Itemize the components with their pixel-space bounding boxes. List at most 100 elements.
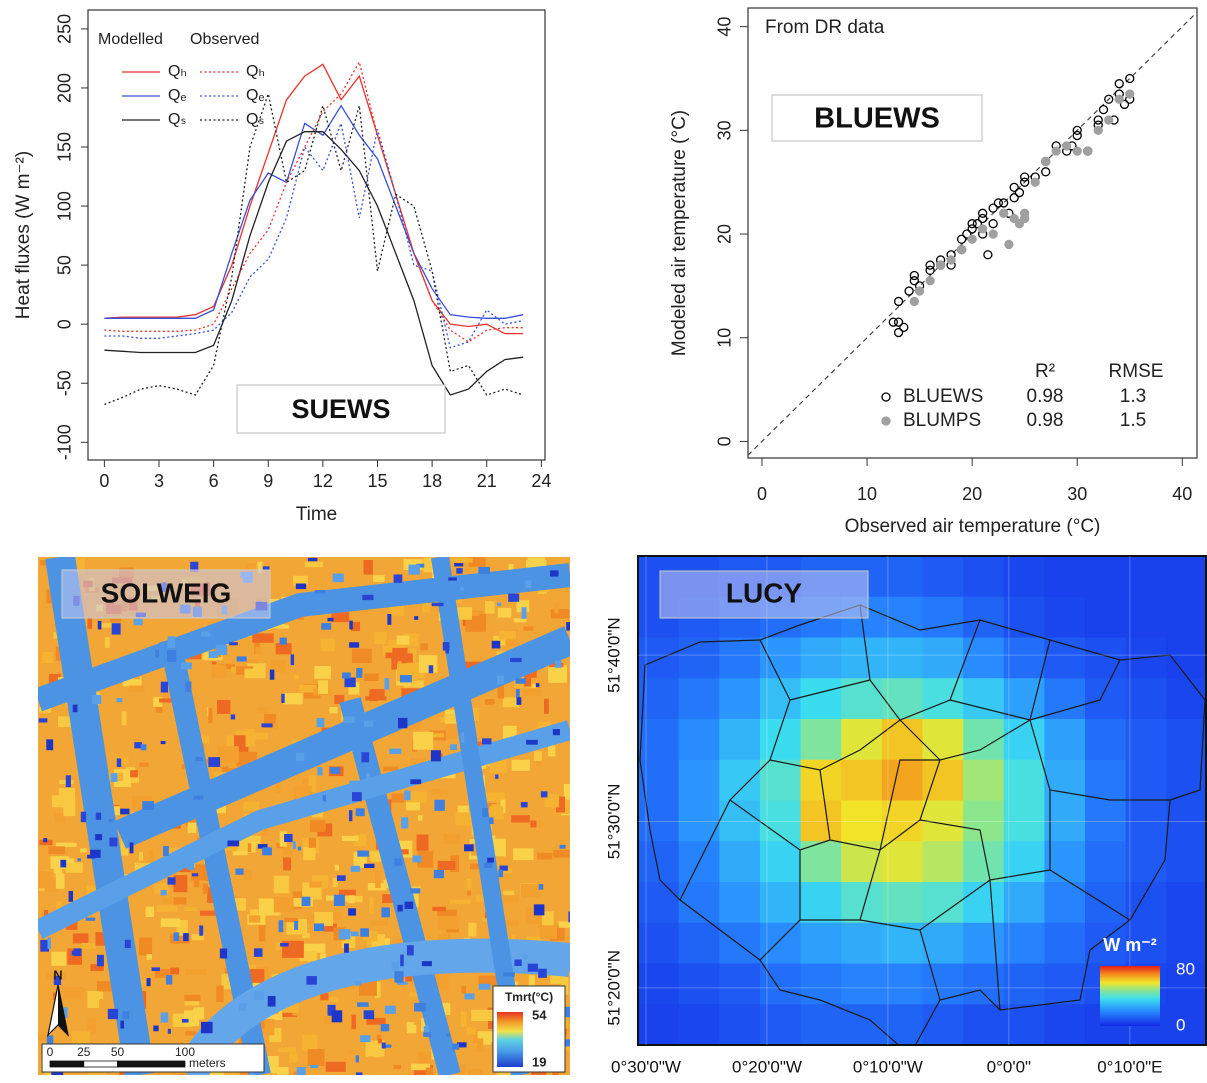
raster-cell: [98, 621, 102, 630]
raster-cell: [116, 698, 122, 702]
raster-cell: [310, 1065, 318, 1068]
grid-cell: [760, 760, 801, 801]
legend-header: RMSE: [1109, 361, 1164, 382]
legend-label: Qₛ: [246, 111, 264, 128]
grid-cell: [760, 841, 801, 882]
x-tick-label: 40: [1172, 484, 1192, 504]
grid-cell: [801, 719, 842, 760]
scatter-point: [1099, 106, 1107, 114]
raster-cell: [389, 749, 401, 754]
raster-cell: [262, 847, 272, 855]
raster-cell: [161, 890, 167, 895]
raster-cell: [291, 654, 294, 665]
raster-cell: [185, 682, 191, 692]
raster-cell: [146, 907, 154, 917]
figure: 03691215182124-100-50050100150200250Time…: [0, 0, 1207, 1083]
raster-cell: [569, 961, 576, 972]
grid-cell: [679, 1004, 720, 1045]
raster-cell: [43, 838, 47, 842]
raster-cell: [185, 969, 206, 974]
y-tick-label: 51°20'0"N: [604, 950, 623, 1026]
raster-cell: [364, 560, 373, 575]
raster-cell: [308, 558, 317, 561]
raster-cell: [208, 707, 212, 722]
raster-cell: [362, 595, 373, 600]
raster-cell: [254, 948, 263, 957]
raster-cell: [538, 969, 547, 978]
raster-cell: [134, 619, 143, 625]
raster-cell: [317, 767, 322, 775]
raster-cell: [360, 928, 369, 936]
scale-bar-segment: [84, 1061, 118, 1067]
raster-cell: [81, 812, 86, 822]
raster-cell: [332, 1010, 343, 1022]
scatter-point: [900, 323, 908, 331]
x-tick-label: 0°20'0"W: [732, 1057, 802, 1076]
raster-cell: [179, 1075, 191, 1083]
raster-cell: [245, 729, 255, 747]
raster-cell: [268, 996, 276, 1007]
y-tick-label: 40: [715, 17, 735, 37]
y-tick-label: 0: [55, 319, 75, 329]
x-tick-label: 0°30'0"W: [611, 1057, 681, 1076]
raster-cell: [536, 761, 542, 766]
raster-cell: [484, 863, 492, 868]
scatter-point: [926, 277, 934, 285]
raster-cell: [183, 933, 189, 941]
raster-cell: [326, 1062, 346, 1072]
grid-cell: [1044, 678, 1085, 719]
raster-cell: [521, 884, 539, 897]
grid-cell: [801, 638, 842, 679]
series-line: [104, 132, 523, 395]
grid-cell: [638, 1004, 679, 1045]
legend-marker: [882, 417, 890, 425]
colorbar-label: 54: [532, 1007, 547, 1022]
raster-cell: [460, 587, 464, 591]
raster-cell: [364, 673, 378, 681]
raster-cell: [296, 583, 306, 589]
grid-cell: [1166, 841, 1207, 882]
annotation: BLUEWS: [814, 103, 940, 135]
scatter-point: [1073, 147, 1081, 155]
scatter-point: [1094, 126, 1102, 134]
raster-cell: [461, 1012, 467, 1027]
raster-cell: [570, 1072, 577, 1082]
raster-cell: [548, 745, 555, 756]
raster-cell: [333, 574, 344, 583]
grid-cell: [1166, 923, 1207, 964]
raster-cell: [553, 850, 569, 858]
raster-cell: [371, 921, 388, 926]
raster-cell: [231, 714, 235, 719]
raster-cell: [168, 877, 176, 884]
raster-cell: [303, 779, 308, 791]
grid-cell: [1126, 556, 1167, 597]
grid-cell: [1044, 964, 1085, 1005]
raster-cell: [174, 932, 180, 941]
scatter-point: [937, 261, 945, 269]
raster-cell: [168, 861, 174, 865]
raster-cell: [536, 683, 540, 687]
x-tick-label: 3: [154, 471, 164, 491]
raster-cell: [174, 897, 187, 904]
raster-cell: [392, 962, 399, 971]
scale-bar-box: [42, 1044, 264, 1072]
raster-cell: [385, 1006, 396, 1014]
raster-cell: [382, 1043, 386, 1049]
raster-cell: [559, 921, 575, 927]
raster-cell: [498, 608, 512, 618]
grid-cell: [719, 841, 760, 882]
raster-cell: [284, 693, 303, 704]
grid-cell: [760, 638, 801, 679]
raster-cell: [324, 1017, 330, 1024]
raster-cell: [554, 603, 558, 613]
raster-cell: [523, 626, 533, 630]
grid-cell: [638, 719, 679, 760]
raster-cell: [369, 897, 374, 914]
raster-cell: [193, 796, 203, 800]
annotation: LUCY: [726, 577, 803, 608]
colorbar-label: 80: [1176, 959, 1195, 978]
raster-cell: [66, 859, 75, 865]
legend-label: BLUEWS: [903, 386, 983, 407]
grid-cell: [963, 882, 1004, 923]
raster-cell: [92, 695, 101, 704]
